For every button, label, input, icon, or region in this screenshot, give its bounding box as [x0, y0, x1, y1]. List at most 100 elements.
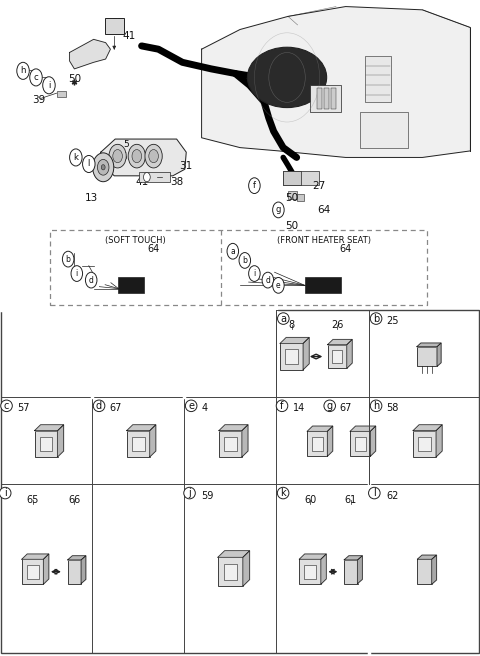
Polygon shape	[417, 343, 441, 346]
Text: 65: 65	[26, 495, 39, 504]
Text: 64: 64	[147, 244, 160, 254]
Circle shape	[149, 150, 158, 163]
Bar	[283, 171, 301, 185]
Polygon shape	[358, 556, 362, 584]
Circle shape	[30, 69, 42, 86]
Polygon shape	[347, 339, 352, 369]
Text: k: k	[280, 488, 286, 498]
Circle shape	[70, 149, 82, 166]
Text: f: f	[280, 401, 284, 411]
Text: h: h	[20, 66, 26, 75]
Circle shape	[97, 159, 109, 175]
Bar	[22, 559, 43, 584]
Circle shape	[17, 62, 29, 79]
Polygon shape	[22, 554, 49, 559]
Polygon shape	[150, 425, 156, 457]
Bar	[285, 349, 298, 363]
Circle shape	[273, 202, 284, 218]
Text: (SOFT TOUCH): (SOFT TOUCH)	[105, 236, 166, 245]
Polygon shape	[436, 425, 442, 457]
Polygon shape	[70, 39, 110, 69]
Polygon shape	[81, 556, 86, 584]
Text: 61: 61	[345, 495, 357, 504]
Bar	[57, 91, 66, 97]
Text: g: g	[326, 401, 333, 411]
Bar	[344, 560, 358, 584]
Bar	[350, 432, 371, 457]
Text: 25: 25	[386, 316, 398, 326]
Bar	[224, 564, 237, 580]
Circle shape	[62, 251, 74, 267]
Bar	[310, 85, 341, 112]
Bar	[418, 559, 432, 584]
Text: 59: 59	[201, 491, 214, 501]
Text: 14: 14	[293, 403, 306, 413]
Polygon shape	[127, 425, 156, 430]
Bar	[105, 18, 124, 34]
Ellipse shape	[248, 47, 326, 108]
Text: 67: 67	[340, 403, 352, 413]
Text: 41: 41	[135, 176, 149, 187]
Polygon shape	[58, 425, 64, 457]
Circle shape	[249, 178, 260, 194]
Text: b: b	[242, 256, 247, 265]
Circle shape	[109, 144, 126, 168]
Text: i: i	[48, 81, 50, 90]
Text: d: d	[265, 276, 270, 285]
Bar	[218, 557, 243, 586]
Circle shape	[85, 272, 97, 288]
Text: g: g	[276, 205, 281, 215]
Text: 67: 67	[109, 403, 121, 413]
Text: 57: 57	[17, 403, 29, 413]
Bar	[224, 437, 237, 451]
Bar	[317, 88, 322, 109]
Bar	[35, 431, 58, 457]
Polygon shape	[371, 426, 376, 457]
Circle shape	[93, 153, 114, 182]
Circle shape	[239, 253, 251, 268]
Polygon shape	[327, 339, 352, 344]
Text: 31: 31	[180, 161, 193, 171]
Text: l: l	[88, 159, 90, 169]
Text: 13: 13	[84, 193, 98, 203]
Circle shape	[71, 266, 83, 281]
Bar	[324, 88, 329, 109]
Polygon shape	[243, 551, 250, 586]
Text: 26: 26	[331, 320, 343, 330]
Bar	[307, 432, 327, 457]
Polygon shape	[219, 425, 248, 430]
Text: d: d	[96, 401, 102, 411]
Circle shape	[43, 77, 55, 94]
Text: c: c	[34, 73, 38, 82]
Text: i: i	[253, 269, 255, 278]
Text: f: f	[253, 181, 256, 190]
Polygon shape	[43, 554, 49, 584]
Text: 50: 50	[285, 193, 299, 203]
Text: 62: 62	[386, 491, 398, 501]
Text: 27: 27	[312, 180, 326, 191]
Circle shape	[227, 243, 239, 259]
Bar	[27, 565, 38, 579]
Text: b: b	[66, 255, 71, 264]
Text: i: i	[4, 488, 7, 498]
Polygon shape	[280, 337, 309, 344]
Polygon shape	[218, 551, 250, 558]
Bar	[312, 437, 323, 451]
Bar	[280, 344, 303, 370]
Polygon shape	[202, 7, 470, 157]
Polygon shape	[432, 555, 436, 584]
Text: 66: 66	[68, 495, 81, 504]
Text: 60: 60	[304, 495, 316, 504]
Bar	[360, 112, 408, 148]
Text: 37: 37	[111, 18, 124, 28]
Polygon shape	[413, 425, 442, 430]
Circle shape	[144, 173, 150, 182]
Polygon shape	[101, 139, 186, 176]
Polygon shape	[307, 426, 333, 432]
Text: 8: 8	[288, 320, 295, 330]
Text: d: d	[89, 276, 94, 285]
Circle shape	[262, 272, 274, 288]
Text: 64: 64	[317, 205, 331, 215]
Bar	[327, 345, 347, 369]
Text: c: c	[4, 401, 9, 411]
